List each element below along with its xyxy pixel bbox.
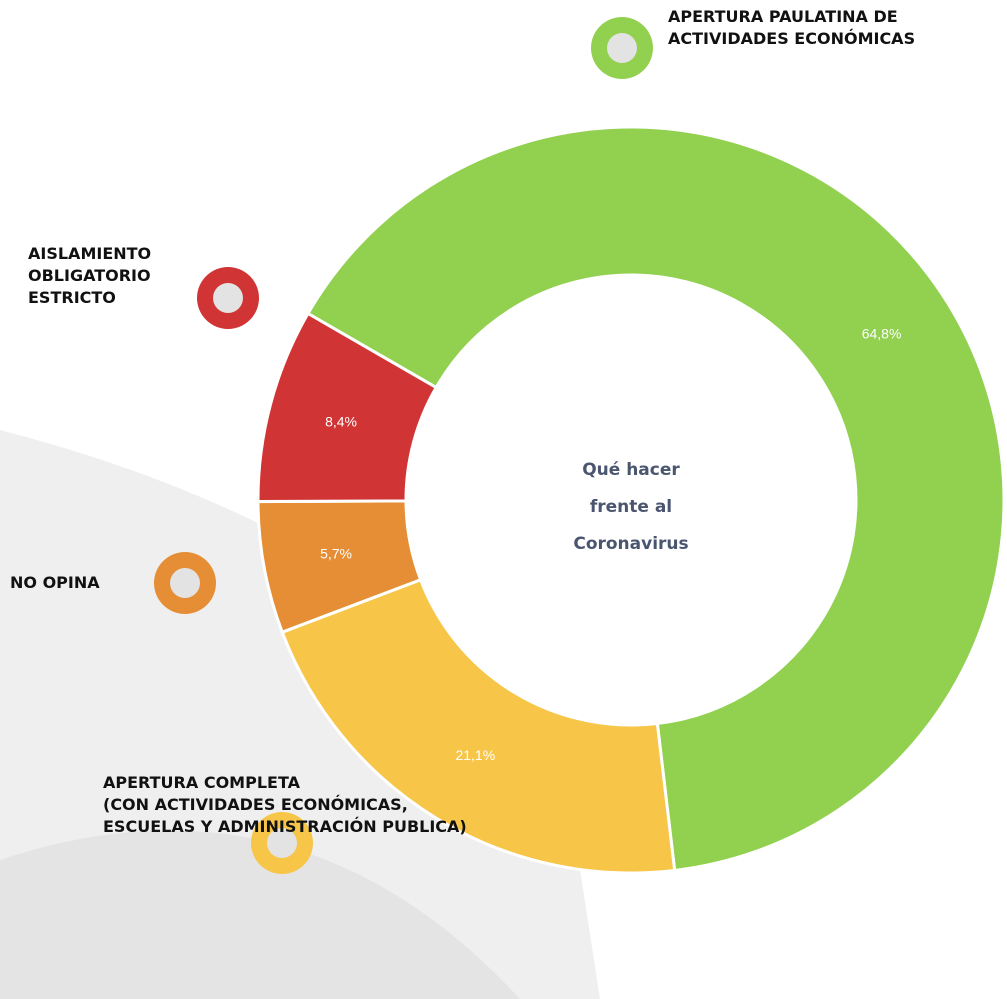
donut-segment — [256, 311, 439, 504]
legend-marker-center — [607, 33, 637, 63]
legend-label: APERTURA COMPLETA (CON ACTIVIDADES ECONÓ… — [103, 773, 467, 836]
value-label: 5,7% — [320, 545, 352, 561]
legend-marker-center — [213, 283, 243, 313]
value-label: 21,1% — [455, 747, 495, 763]
legend-label: APERTURA PAULATINA DE ACTIVIDADES ECONÓM… — [668, 7, 916, 48]
legend-marker-center — [267, 828, 297, 858]
legend-label: NO OPINA — [10, 573, 100, 592]
value-label: 8,4% — [325, 414, 357, 430]
legend-label: AISLAMIENTO OBLIGATORIO ESTRICTO — [28, 244, 152, 307]
background-swoosh — [0, 830, 520, 999]
legend-marker-center — [170, 568, 200, 598]
donut-segment — [305, 125, 1006, 873]
donut-segment — [280, 577, 677, 875]
center-title: Qué hacer frente al Coronavirus — [573, 460, 689, 554]
value-label: 64,8% — [862, 326, 902, 342]
